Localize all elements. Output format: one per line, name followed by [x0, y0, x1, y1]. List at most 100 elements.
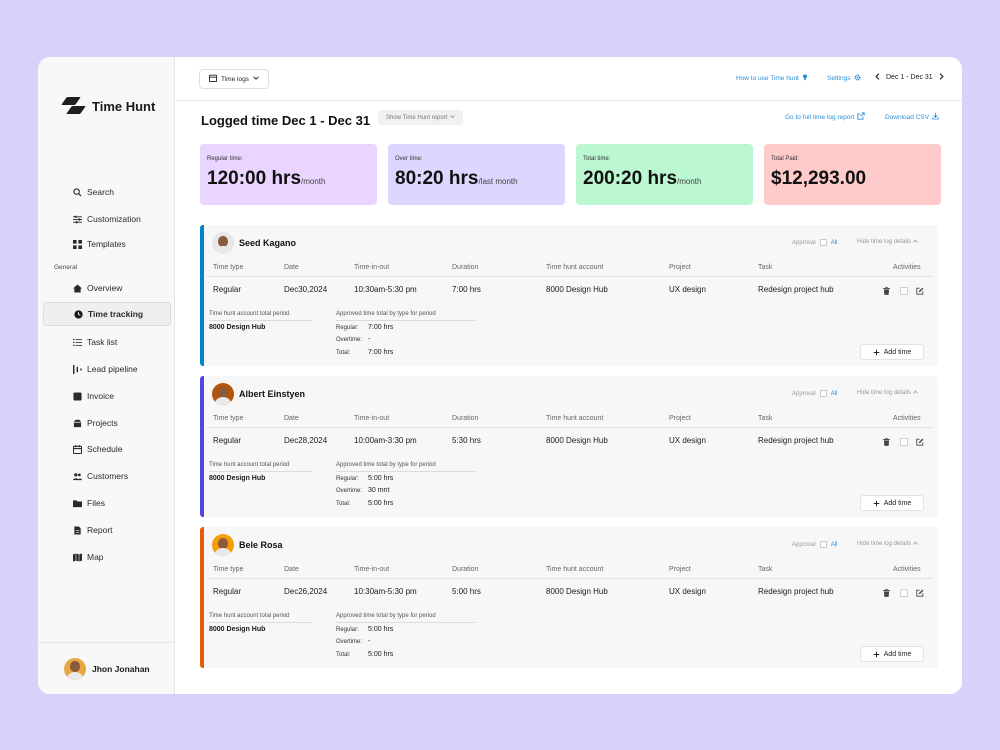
- cell-time-in-out: 10:00am-3:30 pm: [354, 436, 417, 445]
- column-header-project: Project: [669, 415, 691, 422]
- add-time-button[interactable]: Add time: [860, 344, 924, 360]
- approval-checkbox[interactable]: [819, 239, 827, 246]
- sidebar-item-search[interactable]: Search: [43, 180, 171, 204]
- pipeline-icon: [73, 364, 82, 374]
- chevron-up-icon: [912, 239, 918, 243]
- approval-filter: Approval All: [792, 239, 837, 246]
- approval-all-link[interactable]: All: [830, 541, 838, 548]
- folder-icon: [73, 499, 82, 508]
- time-entry-card: Seed Kagano Approval All Hide time log d…: [200, 225, 938, 366]
- sidebar-item-report[interactable]: Report: [43, 518, 171, 542]
- settings-link[interactable]: Settings: [827, 74, 861, 83]
- approval-all-link[interactable]: All: [830, 390, 838, 397]
- approval-label: Approval: [792, 541, 816, 548]
- cell-account: 8000 Design Hub: [546, 587, 608, 596]
- chevron-right-icon[interactable]: [939, 73, 944, 82]
- page-title: Logged time Dec 1 - Dec 31: [201, 113, 371, 128]
- stat-label: Total time:: [583, 156, 611, 162]
- delete-icon[interactable]: [883, 589, 890, 597]
- show-report-label: Show Time Hunt report: [386, 114, 448, 121]
- view-selector-dropdown[interactable]: Time logs: [199, 69, 269, 89]
- add-time-button[interactable]: Add time: [860, 495, 924, 511]
- approval-filter: Approval All: [792, 541, 837, 548]
- column-header-time-in-out: Time-in-out: [354, 415, 390, 422]
- sidebar-item-label: Lead pipeline: [87, 364, 138, 374]
- total-value: 7:00 hrs: [368, 349, 394, 356]
- column-header-activities: Activities: [893, 566, 921, 573]
- sidebar-item-map[interactable]: Map: [43, 545, 171, 569]
- approval-label: Approval: [792, 390, 816, 397]
- edit-icon[interactable]: [916, 438, 924, 446]
- chevron-up-icon: [912, 541, 918, 545]
- sidebar-item-label: Customization: [87, 214, 141, 224]
- projects-icon: [73, 419, 82, 428]
- sidebar-item-schedule[interactable]: Schedule: [43, 437, 171, 461]
- column-header-date: Date: [284, 264, 299, 271]
- sidebar-item-customization[interactable]: Customization: [43, 207, 171, 231]
- hide-details-label: Hide time log details: [857, 541, 912, 547]
- overtime-value: 30 mnt: [368, 487, 390, 494]
- total-label: Total:: [336, 652, 351, 658]
- divider: [336, 320, 476, 321]
- sidebar-item-invoice[interactable]: Invoice: [43, 384, 171, 408]
- delete-icon[interactable]: [883, 438, 890, 446]
- divider: [209, 471, 312, 472]
- row-checkbox[interactable]: [900, 589, 908, 597]
- sidebar-item-lead-pipeline[interactable]: Lead pipeline: [43, 357, 171, 381]
- regular-value: 5:00 hrs: [368, 626, 394, 633]
- row-checkbox[interactable]: [900, 438, 908, 446]
- app-window: Time Hunt Search Customization Templates…: [38, 57, 962, 694]
- download-csv-link[interactable]: Download CSV: [885, 112, 939, 122]
- divider: [209, 320, 312, 321]
- full-log-report-link[interactable]: Go to full time log report: [785, 112, 866, 122]
- cell-time-type: Regular: [213, 436, 242, 445]
- column-header-date: Date: [284, 415, 299, 422]
- hide-details-toggle[interactable]: Hide time log details: [857, 239, 918, 245]
- edit-icon[interactable]: [916, 589, 924, 597]
- cell-date: Dec30,2024: [284, 285, 328, 294]
- sidebar-item-label: Map: [87, 552, 104, 562]
- sidebar-item-time-tracking[interactable]: Time tracking: [43, 302, 171, 326]
- regular-label: Regular:: [336, 627, 359, 633]
- approval-label: Approval: [792, 239, 816, 246]
- edit-icon[interactable]: [916, 287, 924, 295]
- cell-duration: 5:00 hrs: [452, 587, 481, 596]
- sidebar-item-customers[interactable]: Customers: [43, 464, 171, 488]
- time-entry-card: Albert Einstyen Approval All Hide time l…: [200, 376, 938, 517]
- hide-details-toggle[interactable]: Hide time log details: [857, 390, 918, 396]
- sidebar-item-label: Search: [87, 187, 114, 197]
- show-report-button[interactable]: Show Time Hunt report: [378, 110, 464, 125]
- add-time-button[interactable]: Add time: [860, 646, 924, 662]
- sidebar-item-label: Task list: [87, 337, 118, 347]
- approval-all-link[interactable]: All: [830, 239, 838, 246]
- approval-checkbox[interactable]: [819, 541, 827, 548]
- regular-label: Regular:: [336, 325, 359, 331]
- user-profile[interactable]: Jhon Jonahan: [38, 642, 175, 694]
- approval-checkbox[interactable]: [819, 390, 827, 397]
- sidebar-item-projects[interactable]: Projects: [43, 411, 171, 435]
- row-checkbox[interactable]: [900, 287, 908, 295]
- column-header-time-type: Time type: [213, 415, 244, 422]
- avatar: [212, 383, 234, 405]
- approved-total-label: Approved time total by type for period: [336, 462, 436, 468]
- sidebar-item-task-list[interactable]: Task list: [43, 330, 171, 354]
- chevron-left-icon[interactable]: [875, 73, 880, 82]
- entry-person: Bele Rosa: [212, 534, 283, 556]
- entry-person: Seed Kagano: [212, 232, 296, 254]
- help-link[interactable]: How to use Time hunt: [736, 74, 808, 83]
- column-header-duration: Duration: [452, 566, 479, 573]
- account-total-value: 8000 Design Hub: [209, 475, 266, 482]
- overtime-value: -: [368, 336, 371, 343]
- column-header-date: Date: [284, 566, 299, 573]
- column-header-account: Time hunt account: [546, 415, 604, 422]
- sidebar-item-files[interactable]: Files: [43, 491, 171, 515]
- brand[interactable]: Time Hunt: [60, 97, 155, 115]
- hide-details-toggle[interactable]: Hide time log details: [857, 541, 918, 547]
- overtime-label: Overtime:: [336, 639, 363, 645]
- stat-label: Regular time:: [207, 156, 243, 162]
- sidebar-item-templates[interactable]: Templates: [43, 232, 171, 256]
- account-total-label: Time hunt account total period: [209, 462, 290, 468]
- delete-icon[interactable]: [883, 287, 890, 295]
- sidebar-item-overview[interactable]: Overview: [43, 276, 171, 300]
- sidebar-item-label: Schedule: [87, 444, 123, 454]
